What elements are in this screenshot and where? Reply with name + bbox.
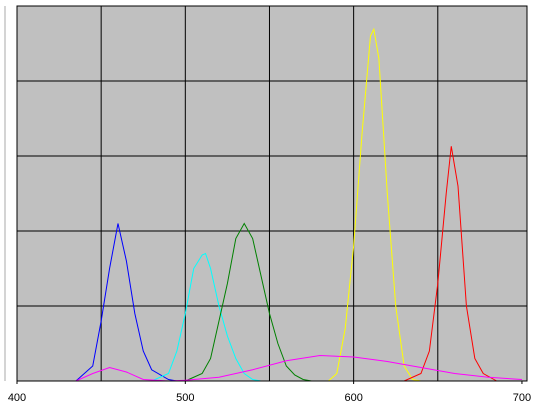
x-tick-label: 700 <box>513 392 531 404</box>
spectrum-line <box>328 27 422 382</box>
spectrum-line <box>75 354 522 382</box>
x-tick-label: 600 <box>344 392 362 404</box>
spectrum-line <box>75 223 177 382</box>
spectrum-line <box>185 222 312 382</box>
x-tick-label: 400 <box>8 392 26 404</box>
spectrum-line <box>403 146 497 382</box>
plot-area <box>16 5 528 382</box>
x-tick-label: 500 <box>176 392 194 404</box>
spectrum-line <box>151 252 262 382</box>
